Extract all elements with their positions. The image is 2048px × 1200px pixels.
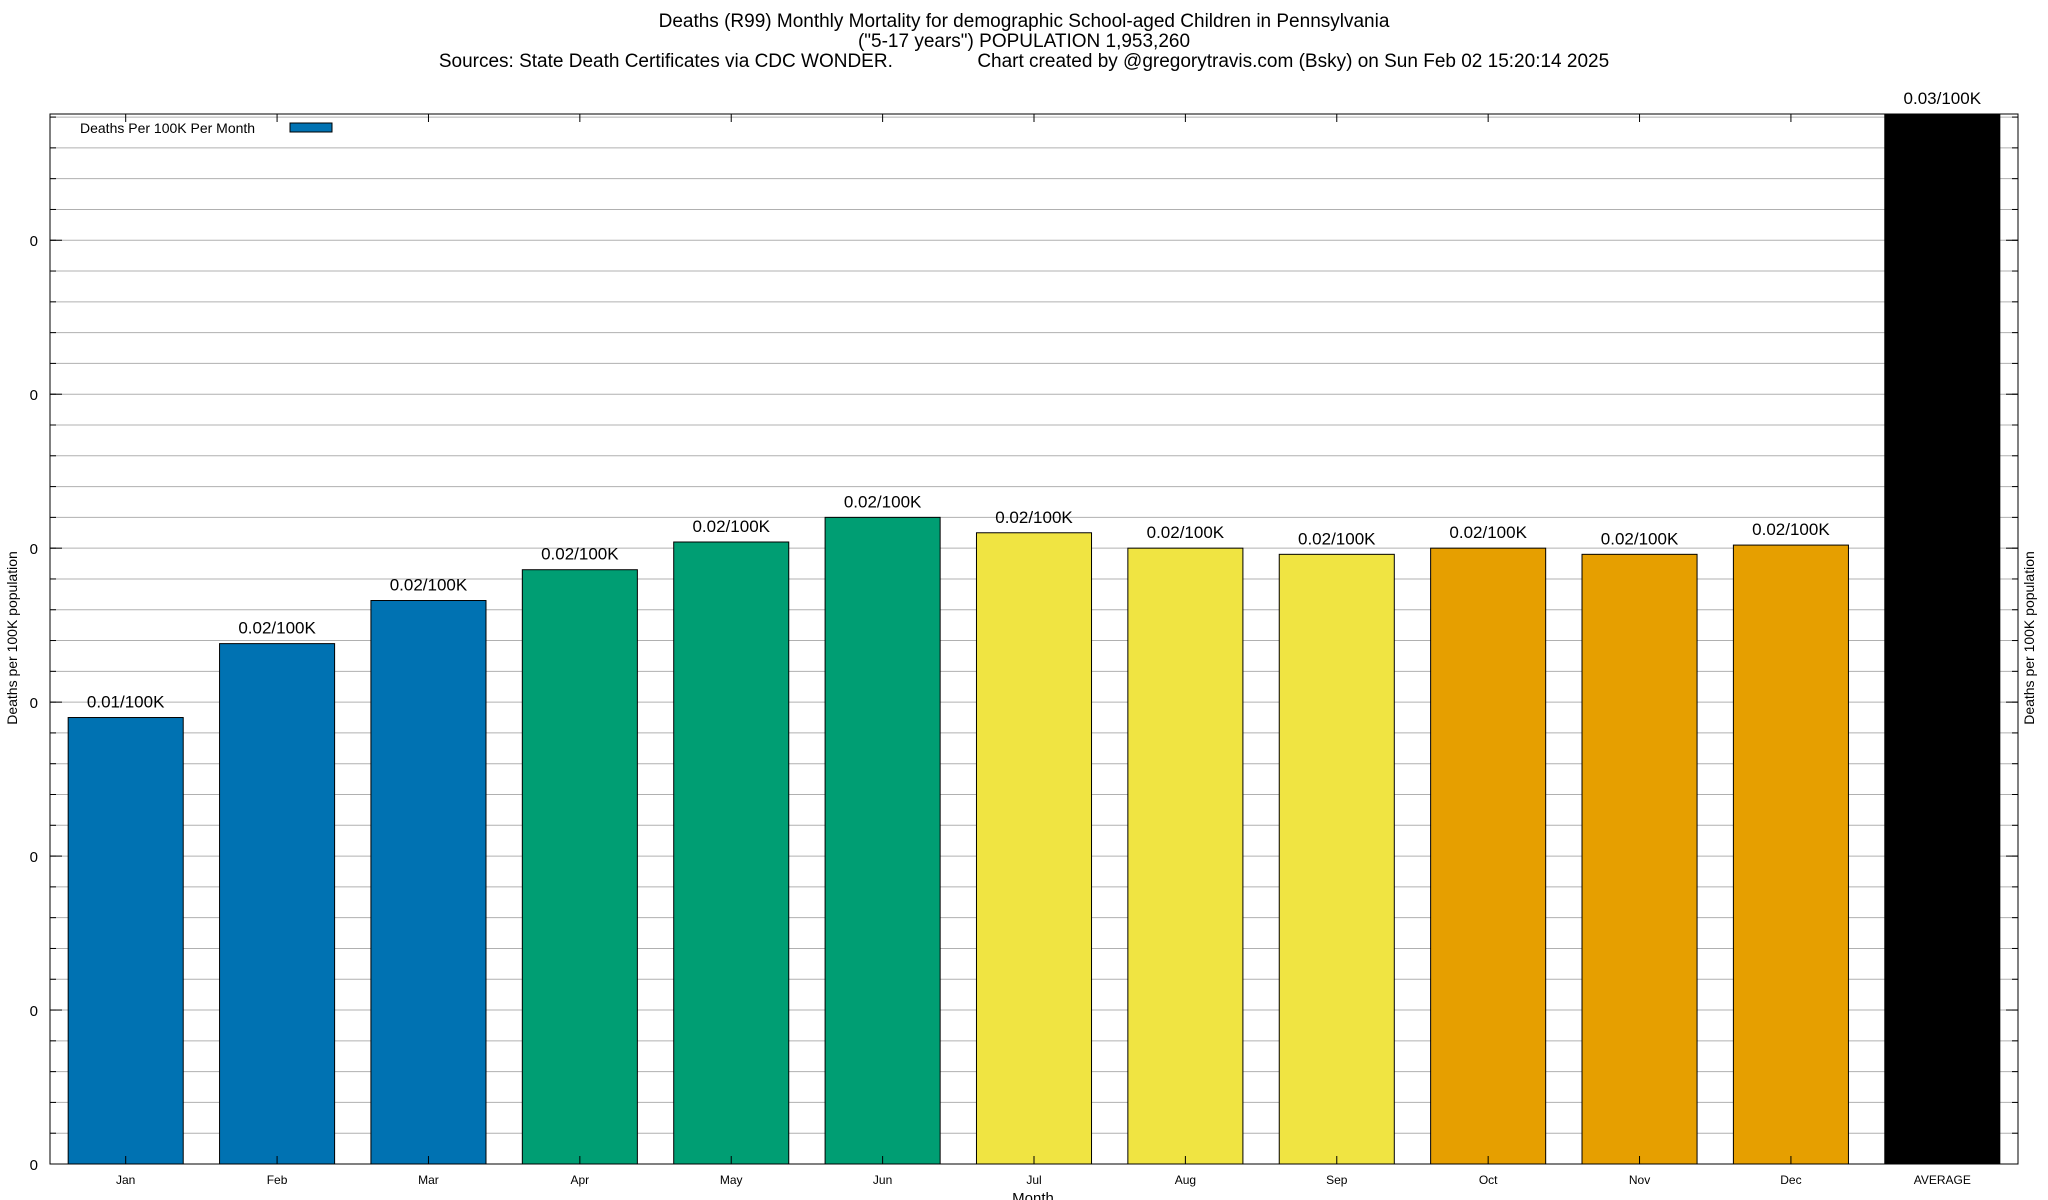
- bar-jan: [67, 717, 184, 1165]
- y-tick-label: 0: [30, 1003, 38, 1020]
- axes: 0 0 0 0 0 0 0 Jan Feb Mar Apr May Jun Jul Aug Sep Oct Nov…: [30, 113, 2019, 1187]
- y2-axis-label: Deaths per 100K population: [2021, 551, 2037, 725]
- data-label: 0.02/100K: [541, 545, 619, 564]
- x-tick-label: Nov: [1629, 1173, 1650, 1187]
- legend-label: Deaths Per 100K Per Month: [80, 120, 255, 136]
- bar-feb: [219, 643, 336, 1165]
- bar-nov: [1581, 553, 1698, 1165]
- y-tick-label: 0: [30, 233, 38, 250]
- data-label: 0.03/100K: [1904, 89, 1982, 108]
- title-line-1: Deaths (R99) Monthly Mortality for demog…: [658, 11, 1390, 32]
- data-label: 0.02/100K: [1449, 523, 1527, 542]
- bar-may: [673, 541, 790, 1165]
- data-label: 0.02/100K: [1752, 520, 1830, 539]
- data-label: 0.02/100K: [1147, 523, 1225, 542]
- plot-border: [49, 113, 2019, 1165]
- bar-mar: [370, 600, 487, 1165]
- y-tick-label: 0: [30, 541, 38, 558]
- bar-oct: [1430, 547, 1547, 1165]
- x-tick-label: Dec: [1780, 1173, 1801, 1187]
- data-label: 0.01/100K: [87, 693, 165, 712]
- bar-average: [1884, 113, 2001, 1165]
- data-label: 0.02/100K: [1601, 529, 1679, 548]
- title-line-3: Sources: State Death Certificates via CD…: [438, 51, 1610, 72]
- data-label: 0.02/100K: [692, 517, 770, 536]
- y-tick-label: 0: [30, 849, 38, 866]
- x-tick-label: Jul: [1026, 1173, 1041, 1187]
- x-tick-label: Apr: [571, 1173, 590, 1187]
- title-line-2: ("5-17 years") POPULATION 1,953,260: [857, 31, 1191, 52]
- x-tick-label: May: [720, 1173, 743, 1187]
- x-tick-label: Feb: [267, 1173, 288, 1187]
- y-tick-label: 0: [30, 695, 38, 712]
- legend-swatch: [289, 122, 333, 133]
- legend: Deaths Per 100K Per Month: [80, 120, 333, 136]
- bar-apr: [521, 569, 638, 1165]
- bar-jun: [824, 516, 941, 1165]
- x-tick-label: Jun: [873, 1173, 892, 1187]
- y-axis-label: Deaths per 100K population: [4, 551, 20, 725]
- x-axis-label: Month: [1012, 1190, 1054, 1200]
- y-tick-label: 0: [30, 387, 38, 404]
- bar-sep: [1278, 553, 1395, 1165]
- data-label: 0.02/100K: [995, 508, 1073, 527]
- bar-dec: [1732, 544, 1849, 1165]
- x-tick-label: Oct: [1479, 1173, 1498, 1187]
- x-tick-label: AVERAGE: [1914, 1173, 1971, 1187]
- bar-aug: [1127, 547, 1244, 1165]
- data-label: 0.02/100K: [1298, 529, 1376, 548]
- y-tick-label: 0: [30, 1157, 38, 1174]
- data-label: 0.02/100K: [238, 619, 316, 638]
- chart-title: Deaths (R99) Monthly Mortality for demog…: [0, 12, 2048, 72]
- data-labels: 0.01/100K 0.02/100K 0.02/100K 0.02/100K 0.02…: [87, 89, 1982, 712]
- bar-jul: [975, 532, 1093, 1165]
- data-label: 0.02/100K: [390, 576, 468, 595]
- data-label: 0.02/100K: [844, 492, 922, 511]
- x-tick-label: Aug: [1175, 1173, 1196, 1187]
- x-tick-label: Sep: [1326, 1173, 1348, 1187]
- bars: [67, 113, 2001, 1165]
- x-tick-label: Jan: [116, 1173, 135, 1187]
- x-tick-label: Mar: [418, 1173, 439, 1187]
